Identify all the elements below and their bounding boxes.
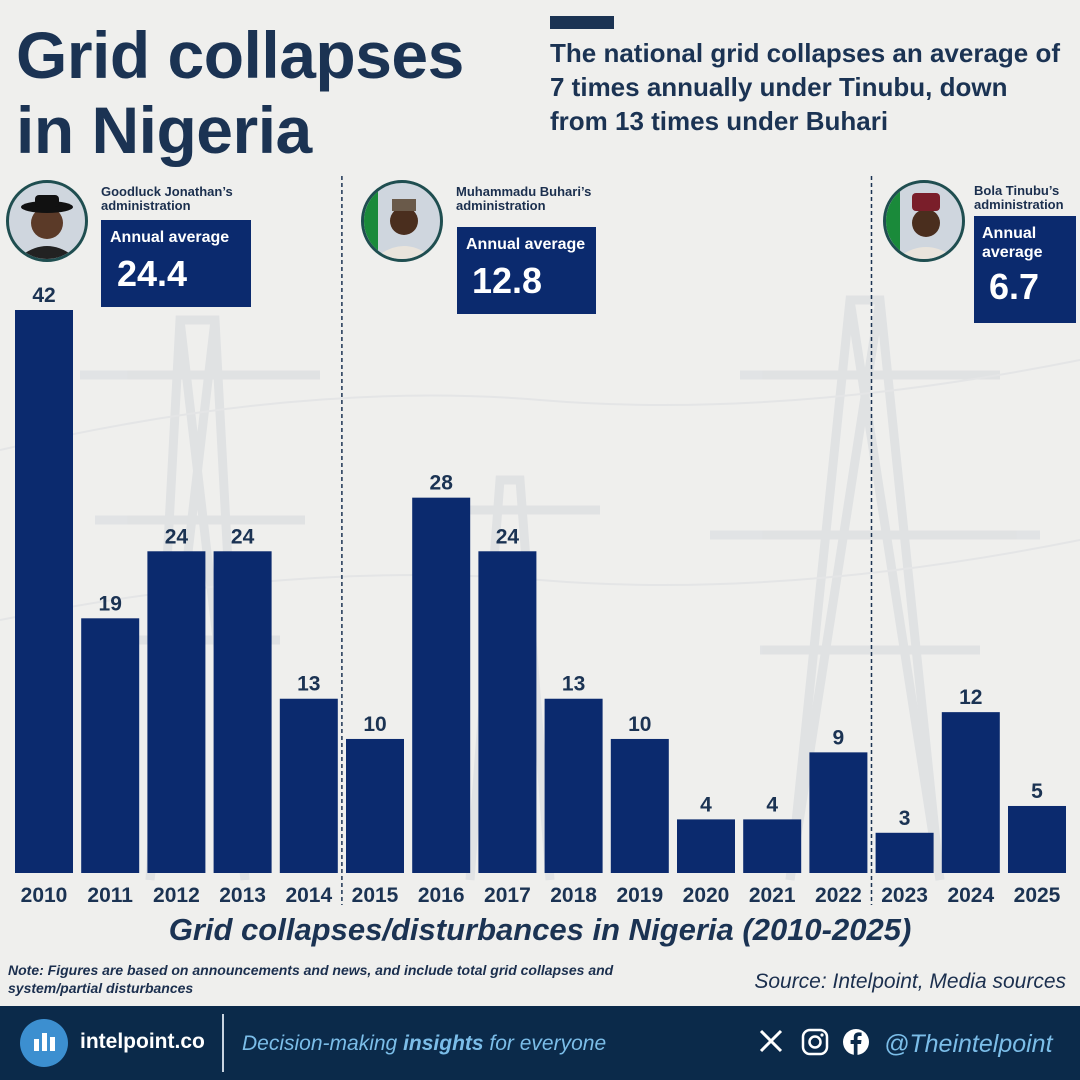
title-line-2: in Nigeria [16, 93, 312, 167]
x-tick-2025: 2025 [1014, 884, 1061, 907]
average-label-line-2: average [982, 244, 1043, 261]
bar-2020 [677, 819, 735, 873]
value-label-2010: 42 [32, 284, 55, 307]
value-label-2022: 9 [833, 726, 845, 749]
social-handle[interactable]: @Theintelpoint [884, 1030, 1053, 1058]
x-tick-2016: 2016 [418, 884, 465, 907]
bar-2025 [1008, 805, 1066, 873]
brand-link[interactable]: intelpoint.co [80, 1030, 205, 1053]
footnote: Note: Figures are based on announcements… [8, 962, 614, 996]
x-tick-2023: 2023 [881, 884, 928, 907]
bar-chart: 42 2010 19 2011 24 2012 24 2013 13 2014 10 2015 28 20… [15, 176, 1066, 907]
title-line-1: Grid collapses [16, 18, 464, 92]
value-label-2020: 4 [700, 793, 712, 816]
bar-2014 [279, 698, 338, 873]
intelpoint-logo-icon[interactable] [20, 1019, 68, 1067]
bar-2017 [478, 551, 537, 873]
tinubu-admin-label: Bola Tinubu’s administration [974, 183, 1064, 212]
x-tick-2018: 2018 [550, 884, 597, 907]
bar-2013 [213, 551, 272, 873]
bar-2022 [809, 752, 868, 873]
bar-2012 [147, 551, 206, 873]
x-icon[interactable] [758, 1028, 784, 1054]
bar-2018 [544, 698, 603, 873]
x-tick-2021: 2021 [749, 884, 796, 907]
tinubu-portrait [883, 180, 965, 262]
bar-2015 [346, 738, 404, 873]
value-label-2018: 13 [562, 673, 585, 696]
instagram-icon[interactable] [801, 1028, 829, 1056]
x-tick-2020: 2020 [683, 884, 730, 907]
footer-divider [222, 1014, 224, 1072]
jonathan-portrait [6, 180, 88, 262]
bar-2010 [15, 310, 73, 873]
x-tick-2024: 2024 [947, 884, 994, 907]
value-label-2015: 10 [363, 713, 386, 736]
x-tick-2015: 2015 [352, 884, 399, 907]
average-value: 12.8 [472, 260, 543, 301]
buhari-admin-label: Muhammadu Buhari’s administration [456, 184, 592, 213]
facebook-icon[interactable] [842, 1028, 870, 1056]
footer: intelpoint.co Decision-making insights f… [0, 1006, 1080, 1080]
average-label: Annual average [110, 229, 230, 246]
x-tick-2019: 2019 [616, 884, 663, 907]
average-value: 24.4 [117, 253, 188, 294]
value-label-2011: 19 [99, 592, 122, 615]
chart-title: Grid collapses/disturbances in Nigeria (… [168, 912, 912, 947]
page-title: Grid collapses in Nigeria [16, 18, 464, 168]
buhari-portrait [361, 180, 443, 262]
x-tick-2013: 2013 [219, 884, 266, 907]
x-tick-2017: 2017 [484, 884, 531, 907]
bar-2016 [412, 497, 471, 873]
tagline: Decision-making insights for everyone [242, 1032, 607, 1055]
value-label-2021: 4 [766, 793, 778, 816]
bar-2024 [941, 712, 1000, 873]
source-credit: Source: Intelpoint, Media sources [754, 970, 1066, 993]
bar-2011 [81, 618, 140, 873]
jonathan-average-box: Annual average 24.4 [101, 220, 251, 307]
average-label-line-1: Annual [982, 225, 1037, 242]
value-label-2023: 3 [899, 807, 911, 830]
x-tick-2014: 2014 [285, 884, 332, 907]
value-label-2014: 13 [297, 673, 320, 696]
bar-2019 [610, 738, 669, 873]
average-value: 6.7 [989, 266, 1040, 307]
jonathan-admin-label: Goodluck Jonathan’s administration [101, 184, 233, 213]
bar-2023 [875, 832, 934, 873]
x-tick-2022: 2022 [815, 884, 862, 907]
value-label-2019: 10 [628, 713, 651, 736]
value-label-2025: 5 [1031, 780, 1043, 803]
value-label-2012: 24 [165, 525, 189, 548]
buhari-average-box: Annual average 12.8 [457, 227, 596, 314]
value-label-2024: 12 [959, 686, 982, 709]
value-label-2016: 28 [430, 472, 454, 495]
value-label-2017: 24 [496, 525, 520, 548]
value-label-2013: 24 [231, 525, 255, 548]
subtitle: The national grid collapses an average o… [550, 38, 1061, 136]
x-tick-2010: 2010 [21, 884, 68, 907]
x-tick-2012: 2012 [153, 884, 200, 907]
average-label: Annual average [466, 236, 586, 253]
subtitle-accent-bar [550, 16, 614, 29]
x-tick-2011: 2011 [87, 884, 133, 907]
tinubu-average-box: Annual average 6.7 [974, 216, 1076, 323]
bar-2021 [743, 819, 802, 873]
